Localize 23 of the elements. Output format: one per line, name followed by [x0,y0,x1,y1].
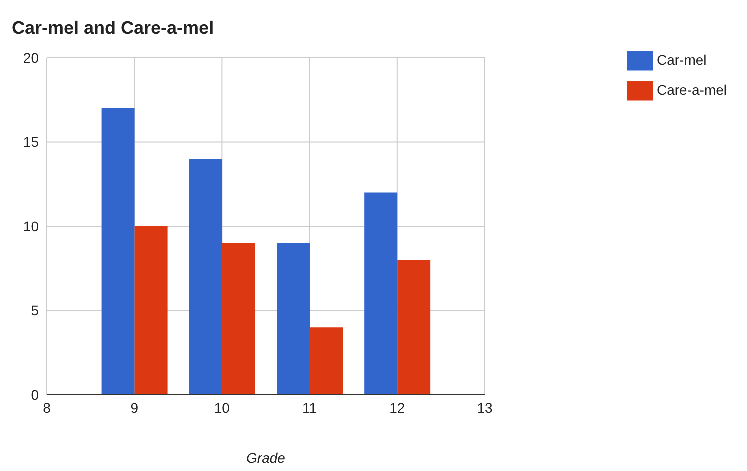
bar [102,108,135,395]
y-tick-label: 0 [31,386,40,403]
bar [398,260,431,395]
bar [222,243,256,395]
x-tick-label: 10 [214,400,230,416]
y-tick-label: 10 [23,218,40,234]
y-tick-label: 15 [23,134,40,150]
x-tick-label: 11 [302,400,318,416]
bar [189,159,222,395]
x-tick-label: 13 [477,400,493,416]
bar [364,192,398,395]
x-tick-label: 9 [130,400,139,416]
x-axis-title: Grade [246,450,286,466]
bar [276,243,310,395]
x-tick-label: 8 [43,400,52,416]
legend-label: Care-a-mel [656,82,727,98]
chart-title: Car-mel and Care-a-mel [12,18,214,39]
y-tick-label: 20 [23,50,40,66]
x-tick-label: 12 [390,400,406,416]
bar [134,226,168,395]
y-tick-label: 5 [31,302,40,319]
legend-label: Car-mel [656,52,707,68]
bar [310,328,343,395]
